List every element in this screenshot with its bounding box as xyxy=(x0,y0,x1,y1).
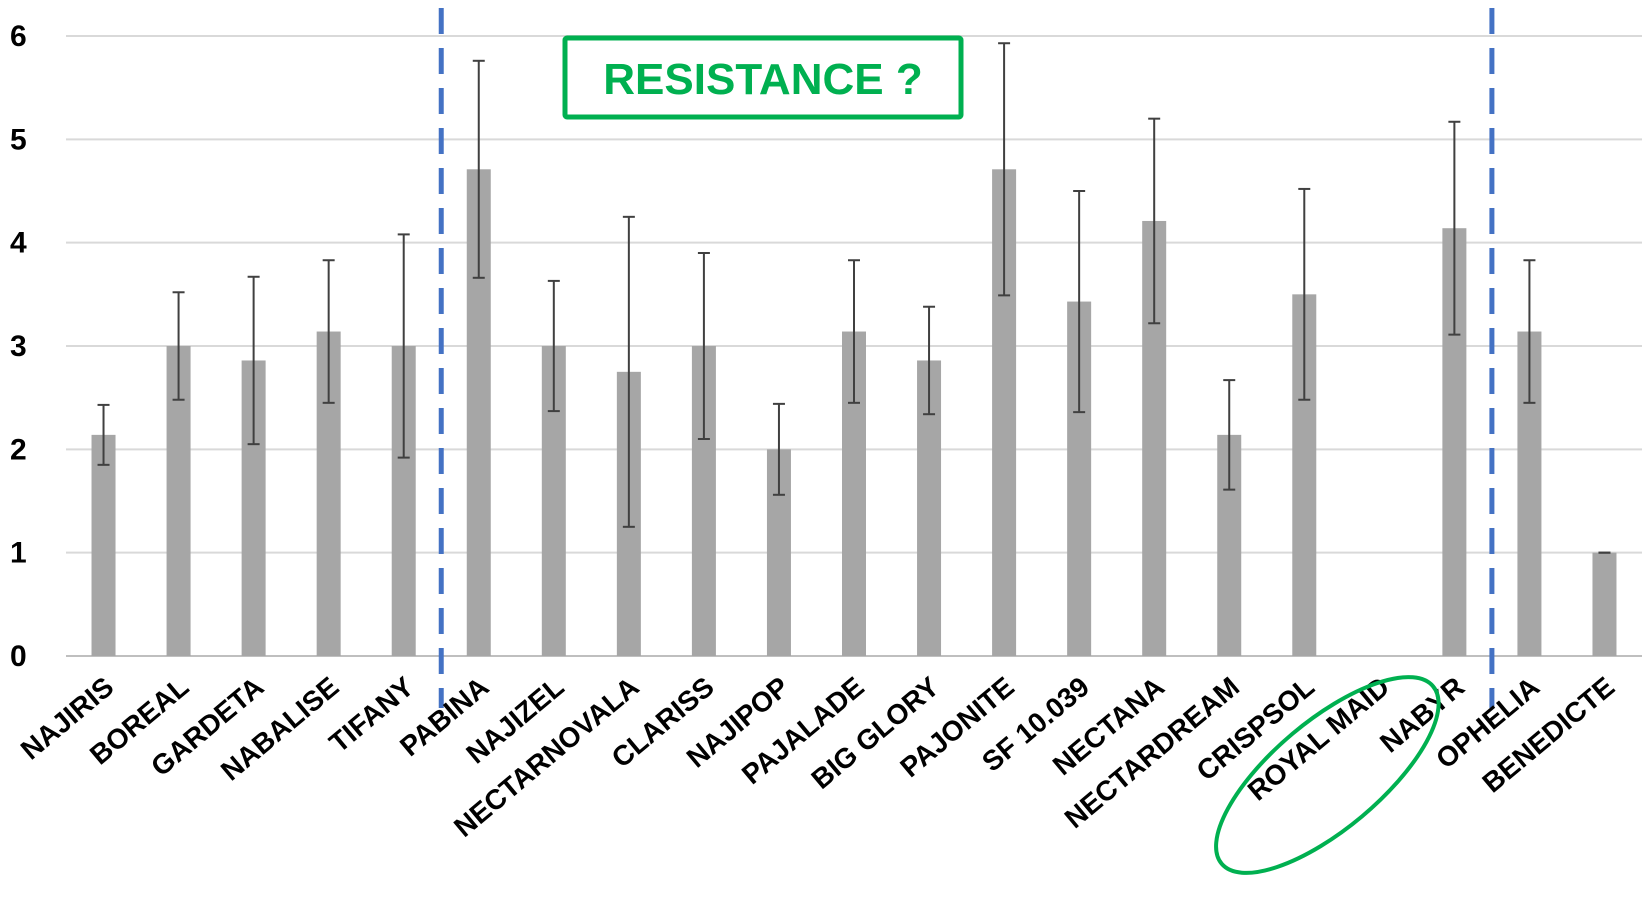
error-bar-nectana xyxy=(1148,117,1161,325)
error-bar-najipop xyxy=(772,402,785,496)
error-bar-tifany xyxy=(397,233,410,459)
error-bar-nectarnovala xyxy=(622,215,635,528)
error-bar-boreal xyxy=(172,291,185,401)
y-axis-ticks: 0 1 2 3 4 5 6 xyxy=(10,20,27,673)
royal-maid-highlight xyxy=(1214,675,1441,875)
y-tick-label-4: 4 xyxy=(10,227,27,260)
y-tick-label-0: 0 xyxy=(10,640,27,673)
x-tick-label-big-glory: BIG GLORY xyxy=(805,671,945,795)
error-bar-najiris xyxy=(97,403,110,466)
error-bar-big-glory xyxy=(923,305,936,416)
y-tick-label-5: 5 xyxy=(10,123,27,156)
y-tick-label-6: 6 xyxy=(10,20,27,53)
x-tick-label-benedicte: BENEDICTE xyxy=(1476,671,1620,799)
y-tick-label-2: 2 xyxy=(10,433,27,466)
error-bar-sf-10-039 xyxy=(1073,190,1086,414)
error-bars xyxy=(97,42,1611,554)
error-bar-pajalade xyxy=(848,259,860,404)
error-bar-nabyr xyxy=(1448,120,1461,336)
resistance-label: RESISTANCE ? xyxy=(603,55,922,104)
error-bar-nabalise xyxy=(322,259,335,404)
resistance-box xyxy=(562,35,964,120)
y-tick-label-1: 1 xyxy=(10,537,27,570)
error-bar-pajonite xyxy=(998,42,1011,297)
x-axis-ticks: NAJIRISBOREALGARDETANABALISETIFANYPABINA… xyxy=(15,671,1621,843)
group-dividers xyxy=(438,8,1495,708)
error-bar-gardeta xyxy=(247,275,260,446)
error-bar-nectardream xyxy=(1223,379,1236,491)
error-bar-clariss xyxy=(697,252,710,440)
bar-najiris xyxy=(91,434,116,656)
y-tick-label-3: 3 xyxy=(10,330,27,363)
bar-benedicte xyxy=(1592,552,1617,656)
error-bar-najizel xyxy=(547,279,560,413)
error-bar-crispsol xyxy=(1298,187,1311,401)
error-bar-pabina xyxy=(472,59,485,279)
annotations: RESISTANCE ? xyxy=(562,35,1441,875)
error-bar-ophelia xyxy=(1523,259,1536,404)
